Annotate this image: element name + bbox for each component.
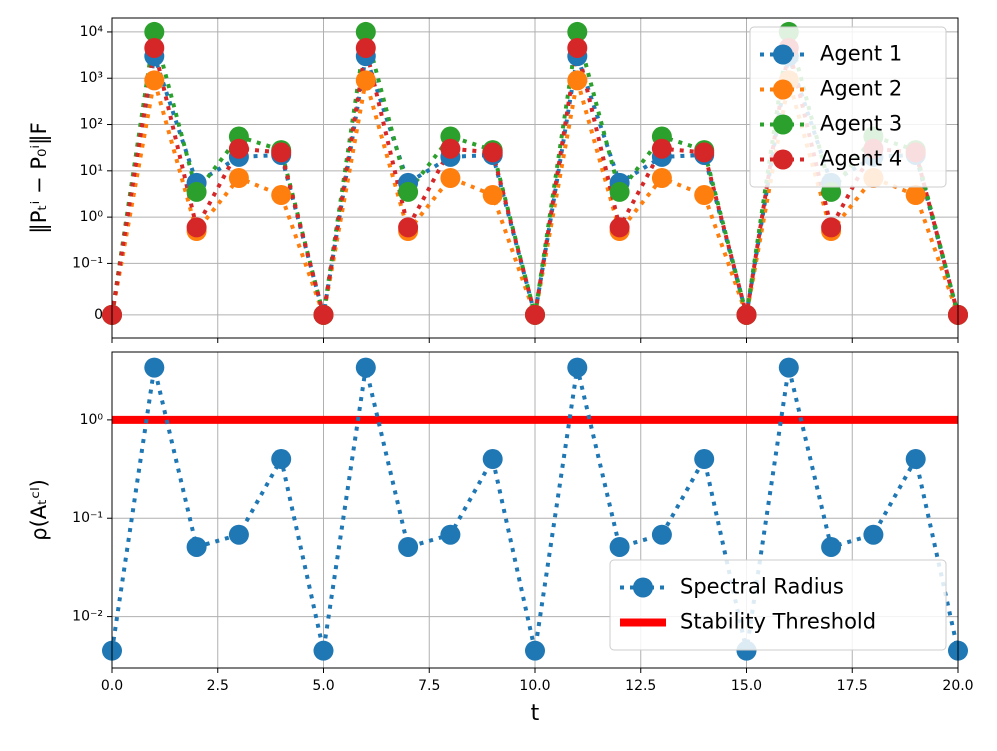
marker: [651, 138, 672, 159]
y-tick-label: 10⁰: [80, 412, 104, 428]
x-axis-label: t: [531, 701, 540, 726]
marker: [609, 536, 630, 557]
marker: [567, 70, 588, 91]
marker: [144, 21, 165, 42]
marker: [186, 217, 207, 238]
legend-label: Spectral Radius: [680, 575, 844, 599]
marker: [905, 449, 926, 470]
marker: [355, 357, 376, 378]
marker: [609, 217, 630, 238]
marker: [567, 21, 588, 42]
x-tick-label: 17.5: [837, 678, 868, 694]
x-tick-label: 5.0: [312, 678, 334, 694]
x-tick-label: 2.5: [207, 678, 229, 694]
marker: [271, 449, 292, 470]
marker: [144, 357, 165, 378]
marker: [440, 524, 461, 545]
x-tick-label: 0.0: [101, 678, 123, 694]
marker: [905, 185, 926, 206]
marker: [398, 217, 419, 238]
y-axis-label: ρ(Aₜᶜˡ): [27, 479, 51, 541]
marker: [694, 142, 715, 163]
x-tick-label: 20.0: [942, 678, 973, 694]
marker: [694, 449, 715, 470]
marker: [821, 536, 842, 557]
marker: [821, 217, 842, 238]
plot-area: [112, 367, 958, 652]
marker: [186, 181, 207, 202]
marker: [271, 142, 292, 163]
marker: [228, 167, 249, 188]
legend-marker: [773, 44, 793, 65]
legend: Agent 1 Agent 2 Agent 3 Agent 4: [749, 26, 947, 188]
marker: [482, 449, 503, 470]
marker: [651, 167, 672, 188]
y-tick-label: 10⁻²: [72, 609, 103, 625]
marker: [355, 70, 376, 91]
legend-box: [749, 26, 947, 188]
marker: [863, 524, 884, 545]
marker: [482, 185, 503, 206]
axes: 0.0 2.5 5.0 7.5 10.0 12.5 15.0 17.5 20.0 10⁻² 10⁻¹…: [27, 351, 974, 726]
marker: [651, 524, 672, 545]
legend-marker: [773, 114, 793, 135]
marker: [482, 142, 503, 163]
marker: [144, 37, 165, 58]
marker: [355, 21, 376, 42]
marker: [313, 304, 334, 325]
marker: [228, 138, 249, 159]
x-tick-label: 10.0: [519, 678, 550, 694]
legend-marker: [773, 79, 793, 100]
marker: [440, 138, 461, 159]
legend-marker: [633, 577, 653, 598]
series-line: [112, 367, 958, 652]
y-tick-label: 10⁻¹: [72, 510, 103, 526]
marker: [736, 304, 757, 325]
marker: [694, 185, 715, 206]
y-tick-label: 10²: [80, 117, 103, 133]
marker: [186, 536, 207, 557]
legend-marker: [773, 149, 793, 170]
axes-frame: [111, 351, 959, 669]
legend-label: Agent 2: [820, 77, 902, 101]
marker: [525, 304, 545, 325]
marker: [398, 181, 419, 202]
x-tick-label: 12.5: [625, 678, 656, 694]
y-tick-label: 10³: [80, 70, 103, 86]
y-tick-label: 10⁴: [80, 24, 104, 40]
marker: [567, 357, 588, 378]
marker: [440, 167, 461, 188]
legend-label: Stability Threshold: [680, 610, 876, 634]
legend: Spectral Radius Stability Threshold: [609, 559, 947, 651]
y-axis-label: ‖Pₜⁱ − P₀ⁱ‖F: [27, 122, 52, 233]
marker: [778, 357, 799, 378]
marker: [609, 181, 630, 202]
axes-frame: [111, 17, 959, 339]
x-tick-label: 7.5: [418, 678, 440, 694]
marker: [398, 536, 419, 557]
y-tick-label: 10¹: [80, 163, 103, 179]
marker: [313, 640, 334, 661]
legend-box: [609, 559, 947, 651]
y-tick-label: 0: [94, 307, 103, 323]
legend-label: Agent 4: [820, 147, 902, 171]
legend-label: Agent 1: [820, 42, 902, 66]
x-tick-label: 15.0: [731, 678, 762, 694]
marker: [144, 70, 165, 91]
y-tick-label: 10⁰: [80, 209, 104, 225]
marker: [271, 185, 292, 206]
marker: [355, 37, 376, 58]
marker: [228, 524, 249, 545]
marker: [525, 640, 545, 661]
y-tick-label: 10⁻¹: [72, 255, 103, 271]
marker: [567, 37, 588, 58]
legend-label: Agent 3: [820, 112, 902, 136]
